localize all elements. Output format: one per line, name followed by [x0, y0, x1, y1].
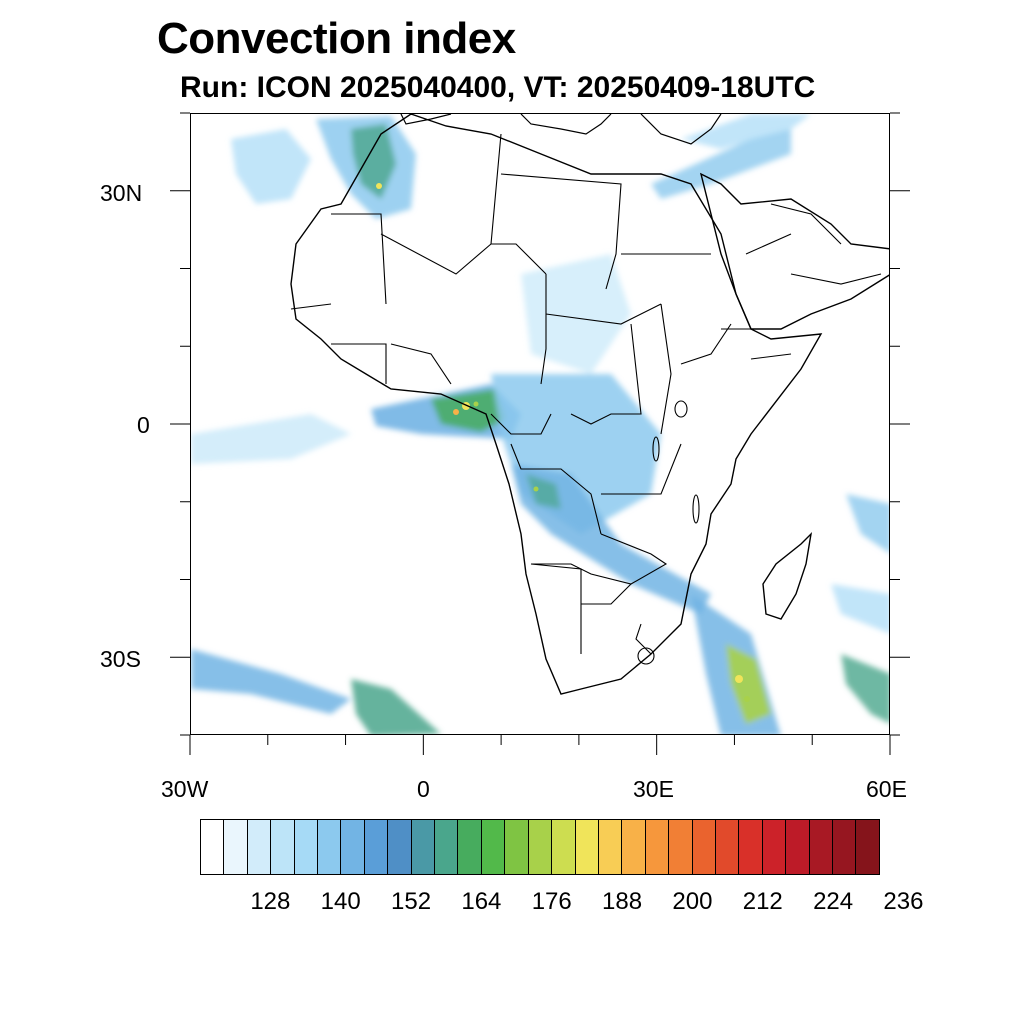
madagascar-coastline [762, 531, 813, 620]
colorbar-label: 164 [461, 888, 502, 915]
map-frame [190, 113, 890, 735]
arabia-coastline [699, 172, 889, 330]
colorbar-label: 128 [250, 888, 291, 915]
colorbar-swatch [739, 820, 763, 874]
map-plot [191, 114, 889, 734]
colorbar-label: 176 [531, 888, 572, 915]
colorbar-swatch [598, 820, 623, 874]
colorbar-swatch [481, 820, 506, 874]
colorbar-swatch [762, 820, 787, 874]
field-med-east [681, 114, 811, 149]
colorbar-swatch [318, 820, 342, 874]
colorbar-swatch [786, 820, 810, 874]
colorbar-swatch [388, 820, 412, 874]
colorbar-label: 188 [602, 888, 643, 915]
field-indian-ocean-ne [846, 494, 889, 553]
colorbar-swatch [856, 820, 879, 874]
colorbar [200, 819, 880, 875]
colorbar-swatch [692, 820, 716, 874]
colorbar-swatch [622, 820, 646, 874]
colorbar-label: 140 [320, 888, 361, 915]
colorbar-label: 152 [391, 888, 432, 915]
field-angola [511, 464, 711, 614]
colorbar-swatch [528, 820, 553, 874]
field-levant [651, 129, 791, 199]
colorbar-swatch [435, 820, 459, 874]
colorbar-swatch [669, 820, 693, 874]
lat-tick-label-0: 0 [137, 412, 150, 438]
europe-coastline [400, 114, 722, 145]
colorbar-swatch [294, 820, 319, 874]
colorbar-label: 236 [883, 888, 924, 915]
colorbar-swatch [411, 820, 436, 874]
chart-title: Convection index [157, 14, 516, 63]
colorbar-label: 212 [742, 888, 783, 915]
field-gulf-core [431, 389, 506, 432]
colorbar-label: 200 [672, 888, 713, 915]
colorbar-swatch [271, 820, 295, 874]
colorbar-swatch [575, 820, 599, 874]
colorbar-swatch [715, 820, 740, 874]
lon-tick-label-0: 0 [417, 776, 430, 802]
lat-tick-label-30s: 30S [100, 646, 141, 672]
lon-tick-label-30w: 30W [161, 776, 209, 802]
colorbar-swatch [341, 820, 365, 874]
field-south-atlantic-2 [351, 679, 441, 734]
colorbar-swatch [224, 820, 248, 874]
colorbar-swatch [458, 820, 482, 874]
field-mozambique-core [726, 644, 771, 724]
colorbar-swatch [201, 820, 225, 874]
field-atlantic-north [231, 129, 311, 204]
country-borders [290, 133, 882, 655]
colorbar-swatch [247, 820, 272, 874]
convection-peaks [376, 183, 750, 702]
field-indian-ocean-se [831, 584, 889, 634]
africa-coastline [290, 114, 823, 695]
lat-tick-label-30n: 30N [100, 180, 143, 206]
field-sahel [521, 254, 631, 374]
chart-subtitle: Run: ICON 2025040400, VT: 20250409-18UTC [180, 71, 816, 104]
lon-tick-label-30e: 30E [633, 776, 674, 802]
colorbar-swatch [832, 820, 857, 874]
colorbar-label: 224 [813, 888, 854, 915]
colorbar-swatch [364, 820, 389, 874]
convection-field [191, 114, 889, 734]
colorbar-swatch [809, 820, 833, 874]
lesotho-border [637, 647, 655, 665]
colorbar-swatch [552, 820, 576, 874]
colorbar-swatch [645, 820, 670, 874]
field-equator-west [191, 414, 351, 464]
lon-tick-label-60e: 60E [866, 776, 907, 802]
field-south-atlantic [191, 649, 351, 714]
field-angola-core [526, 474, 561, 509]
field-indian-ocean-east [841, 654, 889, 723]
lakes [652, 400, 700, 524]
colorbar-swatch [505, 820, 529, 874]
field-morocco-core [351, 124, 396, 199]
